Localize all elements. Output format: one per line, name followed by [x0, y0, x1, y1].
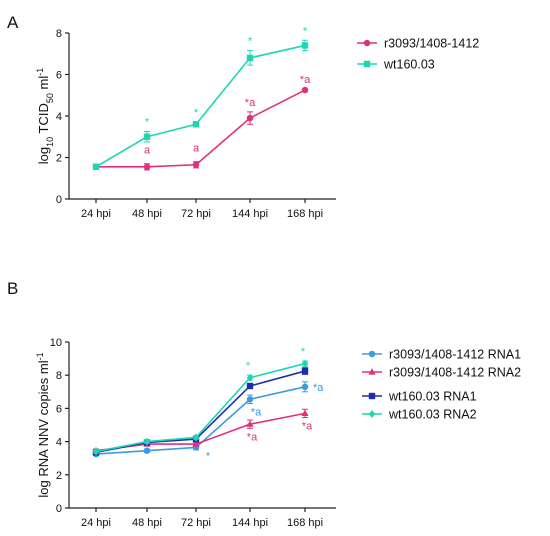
data-point — [301, 367, 309, 375]
significance-mark: * — [246, 360, 251, 372]
x-tick-label: 72 hpi — [181, 208, 211, 220]
data-point — [143, 437, 151, 446]
data-point — [246, 420, 254, 427]
y-tick-label: 2 — [56, 153, 62, 165]
legend-entry: wt160.03 — [357, 58, 435, 72]
y-tick-label: 4 — [56, 111, 62, 123]
y-tick-label: 6 — [56, 70, 62, 82]
significance-mark: *a — [251, 406, 262, 418]
y-tick-label: 6 — [56, 403, 62, 415]
series-1 — [92, 39, 309, 171]
series-0 — [92, 86, 309, 171]
significance-mark: *a — [313, 382, 324, 394]
data-point — [92, 163, 100, 171]
y-label-sup: -1 — [35, 352, 45, 360]
x-tick-label: 144 hpi — [232, 517, 268, 529]
significance-mark: * — [301, 346, 306, 358]
data-point — [246, 373, 254, 382]
y-tick-label: 8 — [56, 28, 62, 40]
significance-mark: * — [206, 450, 211, 462]
y-label-part: log RNA NNV copies ml — [36, 360, 51, 497]
significance-mark: * — [145, 117, 150, 129]
legend-label: wt160.03 RNA2 — [388, 408, 477, 422]
data-point — [301, 383, 309, 391]
significance-mark: *a — [300, 74, 311, 86]
x-tick-label: 168 hpi — [287, 208, 323, 220]
legend-entry: r3093/1408-1412 — [357, 37, 479, 51]
y-tick-label: 4 — [56, 437, 62, 449]
data-point — [301, 42, 309, 49]
y-tick-label: 0 — [56, 503, 62, 515]
x-tick-label: 144 hpi — [232, 208, 268, 220]
data-point — [92, 447, 100, 456]
data-point — [192, 433, 200, 442]
series-line — [96, 89, 306, 168]
data-point — [301, 86, 309, 94]
y-tick-label: 10 — [50, 337, 62, 349]
data-point — [143, 447, 151, 454]
panel-label: A — [7, 13, 19, 32]
legend-marker — [368, 392, 376, 400]
y-label-part: TCID — [36, 103, 51, 137]
panel-a: A 0 2 4 6 8 24 hpi 48 hpi 72 hpi 144 hpi 168 hpi lo… — [7, 13, 479, 220]
legend-label: r3093/1408-1412 RNA1 — [389, 348, 521, 362]
significance-mark: *a — [245, 97, 256, 109]
y-label-part: log — [36, 147, 51, 164]
data-point — [246, 54, 254, 62]
significance-mark: *a — [247, 431, 258, 443]
data-point — [192, 440, 200, 447]
x-tick-label: 24 hpi — [81, 208, 111, 220]
y-tick-label: 0 — [56, 194, 62, 206]
data-point — [143, 133, 151, 140]
y-label-sub: 50 — [45, 93, 55, 103]
series-line — [95, 386, 306, 455]
data-point — [301, 359, 309, 368]
x-tick-label: 168 hpi — [287, 517, 323, 529]
legend-label: r3093/1408-1412 — [384, 37, 479, 51]
legend-marker — [368, 350, 376, 358]
significance-mark: a — [193, 143, 200, 155]
series-0 — [92, 381, 309, 458]
legend-marker — [368, 410, 376, 418]
x-tick-label: 48 hpi — [132, 208, 162, 220]
panel-label: B — [7, 279, 18, 298]
panel-b: B 0 2 4 6 8 10 24 hpi 48 hpi 72 hpi 144 hpi 168 hpi… — [7, 279, 521, 529]
y-label-part: ml — [36, 76, 51, 93]
legend-entry: r3093/1408-1412 RNA2 — [362, 366, 521, 380]
significance-mark: * — [303, 25, 308, 37]
y-label-sup: -1 — [35, 68, 45, 76]
significance-mark: a — [144, 145, 151, 157]
legend-entry: r3093/1408-1412 RNA1 — [362, 348, 521, 362]
legend-entry: wt160.03 RNA2 — [362, 408, 477, 422]
data-point — [192, 161, 200, 168]
y-tick-label: 2 — [56, 470, 62, 482]
series-line — [95, 370, 306, 454]
series-3 — [92, 359, 309, 456]
data-point — [246, 114, 254, 122]
significance-mark: *a — [302, 421, 313, 433]
significance-mark: * — [248, 36, 253, 48]
legend-marker — [363, 60, 371, 68]
legend-marker — [363, 39, 371, 47]
data-point — [246, 396, 254, 403]
series-line — [95, 362, 306, 453]
legend-entry: wt160.03 RNA1 — [362, 390, 477, 404]
legend-label: wt160.03 — [383, 58, 435, 72]
y-label-sub: 10 — [45, 137, 55, 147]
y-axis-label: log RNA NNV copies ml-1 — [35, 352, 51, 497]
legend-label: r3093/1408-1412 RNA2 — [389, 366, 521, 380]
legend-label: wt160.03 RNA1 — [388, 390, 477, 404]
y-axis-label: log10 TCID50 ml-1 — [35, 68, 55, 164]
y-tick-label: 8 — [56, 370, 62, 382]
data-point — [246, 382, 254, 390]
legend-marker — [368, 368, 376, 375]
x-tick-label: 72 hpi — [181, 517, 211, 529]
data-point — [192, 121, 200, 128]
significance-mark: * — [194, 107, 199, 119]
data-point — [301, 409, 309, 416]
x-tick-label: 48 hpi — [132, 517, 162, 529]
data-point — [143, 163, 151, 171]
x-tick-label: 24 hpi — [81, 517, 111, 529]
